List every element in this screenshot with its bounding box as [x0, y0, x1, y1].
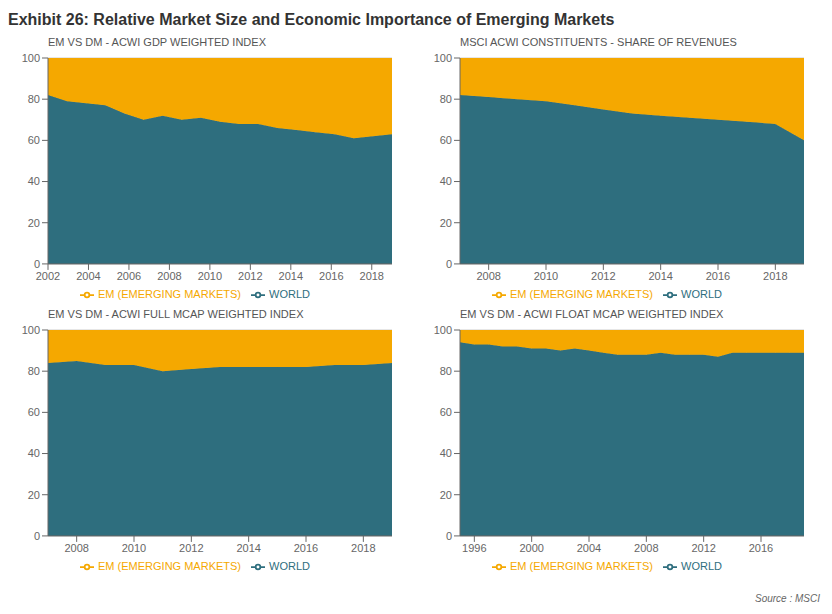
svg-text:2002: 2002	[36, 270, 60, 282]
svg-text:2014: 2014	[648, 270, 672, 282]
svg-text:80: 80	[440, 365, 452, 377]
svg-text:60: 60	[440, 134, 452, 146]
svg-text:2014: 2014	[279, 270, 303, 282]
svg-text:2010: 2010	[122, 542, 146, 554]
html-text:EM (EMERGING MARKETS): EM (EMERGING MARKETS)	[510, 287, 653, 300]
svg-text:80: 80	[28, 365, 40, 377]
svg-text:100: 100	[434, 52, 452, 64]
svg-text:80: 80	[440, 93, 452, 105]
html-text:MSCI ACWI CONSTITUENTS - SHARE: MSCI ACWI CONSTITUENTS - SHARE OF REVENU…	[460, 36, 737, 48]
svg-text:40: 40	[28, 175, 40, 187]
html-text:WORLD: WORLD	[681, 287, 722, 300]
svg-text:2008: 2008	[64, 542, 88, 554]
svg-text:2014: 2014	[236, 542, 260, 554]
svg-text:2010: 2010	[198, 270, 222, 282]
svg-text:2016: 2016	[319, 270, 343, 282]
html-text:WORLD: WORLD	[269, 287, 310, 300]
svg-text:100: 100	[22, 324, 40, 336]
svg-text:2008: 2008	[634, 542, 658, 554]
svg-text:2012: 2012	[591, 270, 615, 282]
html-text:EM (EMERGING MARKETS): EM (EMERGING MARKETS)	[98, 287, 241, 300]
svg-text:100: 100	[22, 52, 40, 64]
svg-text:0: 0	[34, 258, 40, 270]
html-text:WORLD: WORLD	[269, 559, 310, 572]
html-text:EM (EMERGING MARKETS): EM (EMERGING MARKETS)	[98, 559, 241, 572]
html-text:EM VS DM - ACWI FLOAT MCAP WEI: EM VS DM - ACWI FLOAT MCAP WEIGHTED INDE…	[460, 308, 724, 320]
svg-text:2012: 2012	[179, 542, 203, 554]
html-text:EM (EMERGING MARKETS): EM (EMERGING MARKETS)	[510, 559, 653, 572]
svg-text:20: 20	[440, 489, 452, 501]
svg-text:2000: 2000	[519, 542, 543, 554]
svg-text:2018: 2018	[763, 270, 787, 282]
svg-text:2012: 2012	[691, 542, 715, 554]
svg-text:20: 20	[28, 217, 40, 229]
svg-text:60: 60	[440, 406, 452, 418]
svg-text:20: 20	[440, 217, 452, 229]
svg-text:1996: 1996	[462, 542, 486, 554]
svg-text:40: 40	[440, 175, 452, 187]
svg-text:20: 20	[28, 489, 40, 501]
svg-text:40: 40	[28, 447, 40, 459]
html-text:WORLD: WORLD	[681, 559, 722, 572]
svg-text:2016: 2016	[294, 542, 318, 554]
svg-text:100: 100	[434, 324, 452, 336]
svg-text:2016: 2016	[706, 270, 730, 282]
svg-text:60: 60	[28, 134, 40, 146]
svg-text:0: 0	[446, 530, 452, 542]
svg-text:40: 40	[440, 447, 452, 459]
svg-text:80: 80	[28, 93, 40, 105]
svg-text:2018: 2018	[351, 542, 375, 554]
svg-text:2008: 2008	[157, 270, 181, 282]
svg-text:0: 0	[34, 530, 40, 542]
svg-text:2012: 2012	[238, 270, 262, 282]
html-text:EM VS DM - ACWI FULL MCAP WEIG: EM VS DM - ACWI FULL MCAP WEIGHTED INDEX	[48, 308, 304, 320]
html-text:Source : MSCI: Source : MSCI	[755, 593, 820, 604]
svg-text:2004: 2004	[76, 270, 100, 282]
svg-text:2016: 2016	[749, 542, 773, 554]
svg-text:2018: 2018	[360, 270, 384, 282]
html-text:EM VS DM - ACWI GDP WEIGHTED I: EM VS DM - ACWI GDP WEIGHTED INDEX	[48, 36, 266, 48]
svg-text:2010: 2010	[534, 270, 558, 282]
svg-text:2006: 2006	[117, 270, 141, 282]
svg-text:2008: 2008	[476, 270, 500, 282]
html-text:Exhibit 26: Relative Market Si: Exhibit 26: Relative Market Size and Eco…	[8, 11, 615, 28]
svg-text:60: 60	[28, 406, 40, 418]
svg-text:0: 0	[446, 258, 452, 270]
svg-text:2004: 2004	[577, 542, 601, 554]
